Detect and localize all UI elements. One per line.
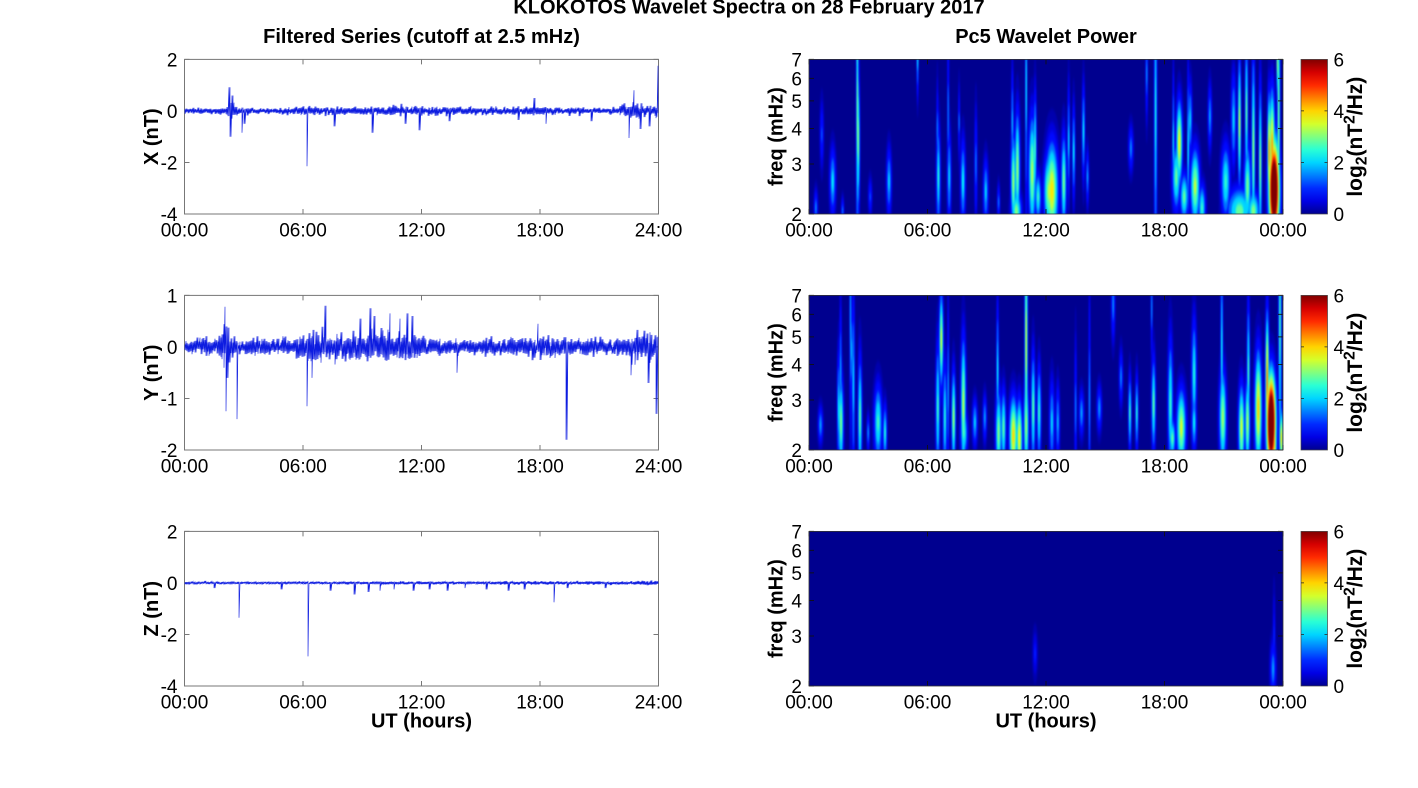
svg-text:-2: -2 bbox=[161, 626, 178, 647]
svg-text:00:00: 00:00 bbox=[785, 692, 833, 713]
svg-text:5: 5 bbox=[791, 564, 802, 585]
svg-text:00:00: 00:00 bbox=[1259, 692, 1307, 713]
svg-text:-2: -2 bbox=[161, 441, 178, 462]
svg-text:24:00: 24:00 bbox=[635, 692, 683, 713]
svg-text:00:00: 00:00 bbox=[161, 220, 209, 241]
svg-text:06:00: 06:00 bbox=[279, 692, 327, 713]
svg-text:6: 6 bbox=[1334, 286, 1345, 307]
svg-text:00:00: 00:00 bbox=[1259, 456, 1307, 477]
svg-text:Z (nT): Z (nT) bbox=[141, 581, 163, 637]
svg-text:00:00: 00:00 bbox=[785, 220, 833, 241]
svg-text:-2: -2 bbox=[161, 154, 178, 175]
svg-text:Filtered Series (cutoff at 2.5: Filtered Series (cutoff at 2.5 mHz) bbox=[263, 26, 580, 48]
svg-text:3: 3 bbox=[791, 627, 802, 648]
svg-text:2: 2 bbox=[1334, 626, 1345, 647]
svg-text:00:00: 00:00 bbox=[161, 692, 209, 713]
svg-text:18:00: 18:00 bbox=[516, 692, 564, 713]
svg-text:-4: -4 bbox=[161, 205, 178, 226]
svg-text:2: 2 bbox=[167, 522, 178, 543]
svg-text:freq (mHz): freq (mHz) bbox=[766, 323, 788, 422]
svg-text:7: 7 bbox=[791, 286, 802, 307]
svg-text:4: 4 bbox=[791, 592, 802, 613]
svg-text:0: 0 bbox=[1334, 441, 1345, 462]
svg-text:4: 4 bbox=[791, 356, 802, 377]
svg-text:12:00: 12:00 bbox=[398, 692, 446, 713]
svg-text:UT (hours): UT (hours) bbox=[371, 711, 472, 733]
svg-text:18:00: 18:00 bbox=[1141, 220, 1189, 241]
svg-text:12:00: 12:00 bbox=[1022, 692, 1070, 713]
svg-text:log2(nT2/Hz): log2(nT2/Hz) bbox=[1342, 313, 1371, 433]
svg-text:4: 4 bbox=[791, 120, 802, 141]
svg-text:06:00: 06:00 bbox=[904, 692, 952, 713]
svg-text:4: 4 bbox=[1334, 574, 1345, 595]
svg-text:24:00: 24:00 bbox=[635, 456, 683, 477]
svg-text:4: 4 bbox=[1334, 338, 1345, 359]
svg-text:0: 0 bbox=[167, 102, 178, 123]
svg-text:06:00: 06:00 bbox=[279, 456, 327, 477]
svg-text:7: 7 bbox=[791, 522, 802, 543]
svg-text:00:00: 00:00 bbox=[161, 456, 209, 477]
svg-text:log2(nT2/Hz): log2(nT2/Hz) bbox=[1342, 77, 1371, 197]
svg-text:-1: -1 bbox=[161, 390, 178, 411]
svg-text:00:00: 00:00 bbox=[1259, 220, 1307, 241]
svg-text:12:00: 12:00 bbox=[1022, 220, 1070, 241]
svg-text:5: 5 bbox=[791, 328, 802, 349]
svg-text:18:00: 18:00 bbox=[516, 220, 564, 241]
svg-text:1: 1 bbox=[167, 286, 178, 307]
svg-text:6: 6 bbox=[791, 541, 802, 562]
svg-text:log2(nT2/Hz): log2(nT2/Hz) bbox=[1342, 549, 1371, 669]
svg-text:00:00: 00:00 bbox=[785, 456, 833, 477]
svg-text:2: 2 bbox=[791, 677, 802, 698]
svg-text:6: 6 bbox=[1334, 50, 1345, 71]
svg-text:24:00: 24:00 bbox=[635, 220, 683, 241]
svg-text:freq (mHz): freq (mHz) bbox=[766, 87, 788, 186]
svg-text:3: 3 bbox=[791, 155, 802, 176]
svg-text:12:00: 12:00 bbox=[398, 220, 446, 241]
svg-text:KLOKOTOS Wavelet Spectra on 28: KLOKOTOS Wavelet Spectra on 28 February … bbox=[513, 0, 984, 19]
svg-text:2: 2 bbox=[167, 50, 178, 71]
svg-text:Y (nT): Y (nT) bbox=[141, 345, 163, 401]
svg-text:06:00: 06:00 bbox=[279, 220, 327, 241]
svg-text:18:00: 18:00 bbox=[516, 456, 564, 477]
svg-text:6: 6 bbox=[1334, 522, 1345, 543]
svg-text:2: 2 bbox=[791, 205, 802, 226]
svg-text:18:00: 18:00 bbox=[1141, 456, 1189, 477]
svg-text:6: 6 bbox=[791, 69, 802, 90]
svg-text:0: 0 bbox=[167, 338, 178, 359]
svg-text:7: 7 bbox=[791, 50, 802, 71]
svg-text:4: 4 bbox=[1334, 102, 1345, 123]
svg-text:0: 0 bbox=[1334, 677, 1345, 698]
svg-text:12:00: 12:00 bbox=[398, 456, 446, 477]
svg-text:X (nT): X (nT) bbox=[141, 108, 163, 165]
svg-text:5: 5 bbox=[791, 92, 802, 113]
svg-text:-4: -4 bbox=[161, 677, 178, 698]
svg-text:freq (mHz): freq (mHz) bbox=[766, 559, 788, 658]
svg-text:0: 0 bbox=[1334, 205, 1345, 226]
svg-text:6: 6 bbox=[791, 305, 802, 326]
svg-text:Pc5 Wavelet Power: Pc5 Wavelet Power bbox=[955, 26, 1137, 48]
svg-text:12:00: 12:00 bbox=[1022, 456, 1070, 477]
svg-text:0: 0 bbox=[167, 574, 178, 595]
svg-text:06:00: 06:00 bbox=[904, 456, 952, 477]
svg-text:2: 2 bbox=[1334, 154, 1345, 175]
svg-text:06:00: 06:00 bbox=[904, 220, 952, 241]
svg-text:UT (hours): UT (hours) bbox=[995, 711, 1096, 733]
svg-text:2: 2 bbox=[791, 441, 802, 462]
svg-text:18:00: 18:00 bbox=[1141, 692, 1189, 713]
svg-text:2: 2 bbox=[1334, 390, 1345, 411]
svg-text:3: 3 bbox=[791, 391, 802, 412]
